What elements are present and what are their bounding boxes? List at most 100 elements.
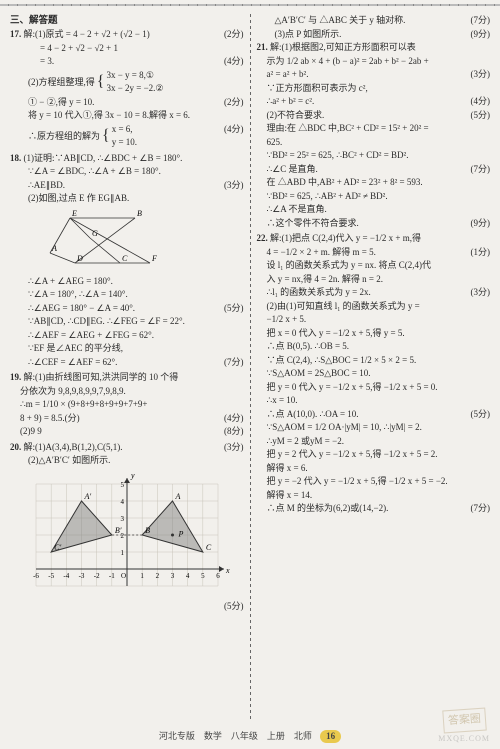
q17-l5: ① − ②,得 y = 10.	[28, 96, 94, 110]
q22-l4: 入 y = nx,得 4 = 2n. 解得 n = 2.	[257, 273, 491, 287]
q20-pts1: (3分)	[220, 441, 244, 455]
q22-pts4: (7分)	[467, 502, 491, 516]
q21-pts2: (4分)	[467, 95, 491, 109]
q17-l4: (2)方程组整理,得 { 3x − y = 8,① 3x − 2y = −2.②	[10, 69, 244, 96]
q17-l7: ∴原方程组的解为 { x = 6, y = 10.	[28, 123, 137, 150]
q18-pts2: (5分)	[220, 302, 244, 316]
q18-l1: (1)证明:∵AB∥CD, ∴∠BDC + ∠B = 180°.	[24, 153, 183, 163]
q22-l5: ∴l₁ 的函数关系式为 y = 2x.	[267, 286, 371, 300]
svg-text:-3: -3	[79, 572, 85, 580]
q19-l2: 分依次为 9,8,9,8,9,9,7,9,8,9.	[10, 385, 244, 399]
svg-text:6: 6	[216, 572, 220, 580]
svg-text:x: x	[225, 566, 230, 575]
q22-l21: ∴点 M 的坐标为(6,2)或(14,−2).	[267, 502, 389, 516]
q22-l18: 解得 x = 6.	[257, 462, 491, 476]
q20-l2: (2)△A′B′C′ 如图所示.	[10, 454, 244, 468]
svg-text:3: 3	[171, 572, 175, 580]
q22-l10: ∵点 C(2,4), ∴S△BOC = 1/2 × 5 × 2 = 5.	[257, 354, 491, 368]
q18-l6: ∵∠A = 180°, ∴∠A = 140°.	[10, 288, 244, 302]
watermark-icon: 答案圈	[442, 707, 486, 732]
svg-text:E: E	[71, 209, 77, 218]
q19-pts1: (4分)	[220, 412, 244, 426]
svg-text:F: F	[151, 254, 157, 263]
q22-l2: 4 = −1/2 × 2 + m. 解得 m = 5.	[267, 246, 376, 260]
q19-l5: (2)9 9	[20, 425, 42, 439]
svg-text:D: D	[76, 254, 83, 263]
svg-text:O: O	[121, 572, 126, 580]
q18-l9: ∴∠AEF = ∠AEG + ∠FEG = 62°.	[10, 329, 244, 343]
q18-num: 18.	[10, 153, 21, 163]
svg-text:-5: -5	[48, 572, 54, 580]
q22-pts2: (3分)	[467, 286, 491, 300]
q22-l6: (2)由(1)可知直线 l₁ 的函数关系式为 y =	[257, 300, 491, 314]
q21-l13: ∴∠A 不是直角.	[257, 203, 491, 217]
svg-text:y: y	[130, 471, 135, 480]
q17-num: 17.	[10, 29, 21, 39]
section-heading: 三、解答题	[10, 14, 244, 28]
q22-l8: 把 x = 0 代入 y = −1/2 x + 5,得 y = 5.	[257, 327, 491, 341]
svg-text:C: C	[122, 254, 128, 263]
q20-r1: △A′B′C′ 与 △ABC 关于 y 轴对称.	[275, 14, 406, 28]
question-20: 20. 解:(1)A(3,4),B(1,2),C(5,1). (3分) (2)△…	[10, 441, 244, 614]
q22-l14: ∴点 A(10,0). ∴OA = 10.	[267, 408, 359, 422]
q18-l3: ∴AE∥BD.	[28, 179, 65, 193]
q18-l7: ∴∠AEG = 180° − ∠A = 40°.	[28, 302, 135, 316]
q17-l2: = 4 − 2 + √2 − √2 + 1	[10, 42, 244, 56]
q18-l10: ∵EF 是∠AEC 的平分线,	[10, 342, 244, 356]
q22-l13: ∴x = 10.	[257, 394, 491, 408]
svg-text:A: A	[175, 492, 181, 501]
q21-l7: 理由:在 △BDC 中,BC² + CD² = 15² + 20² =	[257, 122, 491, 136]
q19-pts2: (8分)	[220, 425, 244, 439]
q22-l3: 设 l₁ 的函数关系式为 y = nx. 将点 C(2,4)代	[257, 259, 491, 273]
svg-text:C′: C′	[54, 543, 61, 552]
q20-num: 20.	[10, 442, 21, 452]
q22-l20: 解得 x = 14.	[257, 489, 491, 503]
q18-pts1: (3分)	[220, 179, 244, 193]
q21-l3: a² = a² + b².	[267, 68, 309, 82]
column-divider	[250, 14, 251, 720]
q22-l12: 把 y = 0 代入 y = −1/2 x + 5,得 −1/2 x + 5 =…	[257, 381, 491, 395]
q22-l1: 解:(1)把点 C(2,4)代入 y = −1/2 x + m,得	[270, 233, 421, 243]
left-column: 三、解答题 17. 解:(1)原式 = 4 − 2 + √2 + (√2 − 1…	[8, 14, 246, 720]
q21-pts1: (3分)	[467, 68, 491, 82]
q18-l8: ∵AB∥CD, ∴CD∥EG. ∴∠FEG = ∠F = 22°.	[10, 315, 244, 329]
q21-l8: 625.	[257, 136, 491, 150]
q18-l4: (2)如图,过点 E 作 EG∥AB.	[10, 192, 244, 206]
q17-pts1: (2分)	[220, 28, 244, 42]
q21-l1: 解:(1)根据图2,可知正方形面积可以表	[270, 42, 416, 52]
q22-l7: −1/2 x + 5.	[257, 313, 491, 327]
svg-text:5: 5	[201, 572, 205, 580]
question-19: 19. 解:(1)由折线图可知,洪洪同学的 10 个得 分依次为 9,8,9,8…	[10, 371, 244, 439]
q22-l16: ∴yM = 2 或yM = −2.	[257, 435, 491, 449]
q21-l2: 示为 1/2 ab × 4 + (b − a)² = 2ab + b² − 2a…	[257, 55, 491, 69]
q20-rpts1: (7分)	[467, 14, 491, 28]
q21-l5: ∴a² + b² = c².	[267, 95, 315, 109]
q21-l11: 在 △ABD 中,AB² + AD² = 23² + 8² = 593.	[257, 176, 491, 190]
svg-text:-6: -6	[33, 572, 39, 580]
page-content: 三、解答题 17. 解:(1)原式 = 4 − 2 + √2 + (√2 − 1…	[0, 10, 500, 720]
page-footer: 河北专版 数学 八年级 上册 北师 16	[0, 730, 500, 744]
svg-text:4: 4	[186, 572, 190, 580]
q18-pts3: (7分)	[220, 356, 244, 370]
svg-text:-2: -2	[94, 572, 100, 580]
q21-l10: ∴∠C 是直角.	[267, 163, 318, 177]
q19-l4: 8 + 9) = 8.5.(分)	[20, 412, 80, 426]
question-21: 21. 解:(1)根据图2,可知正方形面积可以表 示为 1/2 ab × 4 +…	[257, 41, 491, 230]
q17-l6: 将 y = 10 代入①,得 3x − 10 = 8.解得 x = 6.	[10, 109, 244, 123]
q18-l5: ∴∠A + ∠AEG = 180°.	[10, 275, 244, 289]
svg-text:P: P	[178, 529, 184, 538]
q21-l12: ∵BD² = 625, ∴AB² + AD² ≠ BD².	[257, 190, 491, 204]
question-22: 22. 解:(1)把点 C(2,4)代入 y = −1/2 x + m,得 4 …	[257, 232, 491, 516]
footer-text: 河北专版 数学 八年级 上册 北师	[159, 731, 312, 741]
q17-l1: 解:(1)原式 = 4 − 2 + √2 + (√2 − 1)	[24, 29, 150, 39]
q17-l3: = 3.	[40, 55, 54, 69]
svg-text:1: 1	[121, 549, 125, 557]
q17-pts3: (2分)	[220, 96, 244, 110]
q22-pts1: (1分)	[467, 246, 491, 260]
svg-text:A: A	[51, 244, 57, 253]
q17-pts2: (4分)	[220, 55, 244, 69]
q20-rpts2: (9分)	[467, 28, 491, 42]
svg-text:A′: A′	[84, 492, 92, 501]
q22-l17: 把 y = 2 代入 y = −1/2 x + 5,得 −1/2 x + 5 =…	[257, 448, 491, 462]
q21-l9: ∵BD² = 25² = 625, ∴BC² + CD² = BD².	[257, 149, 491, 163]
